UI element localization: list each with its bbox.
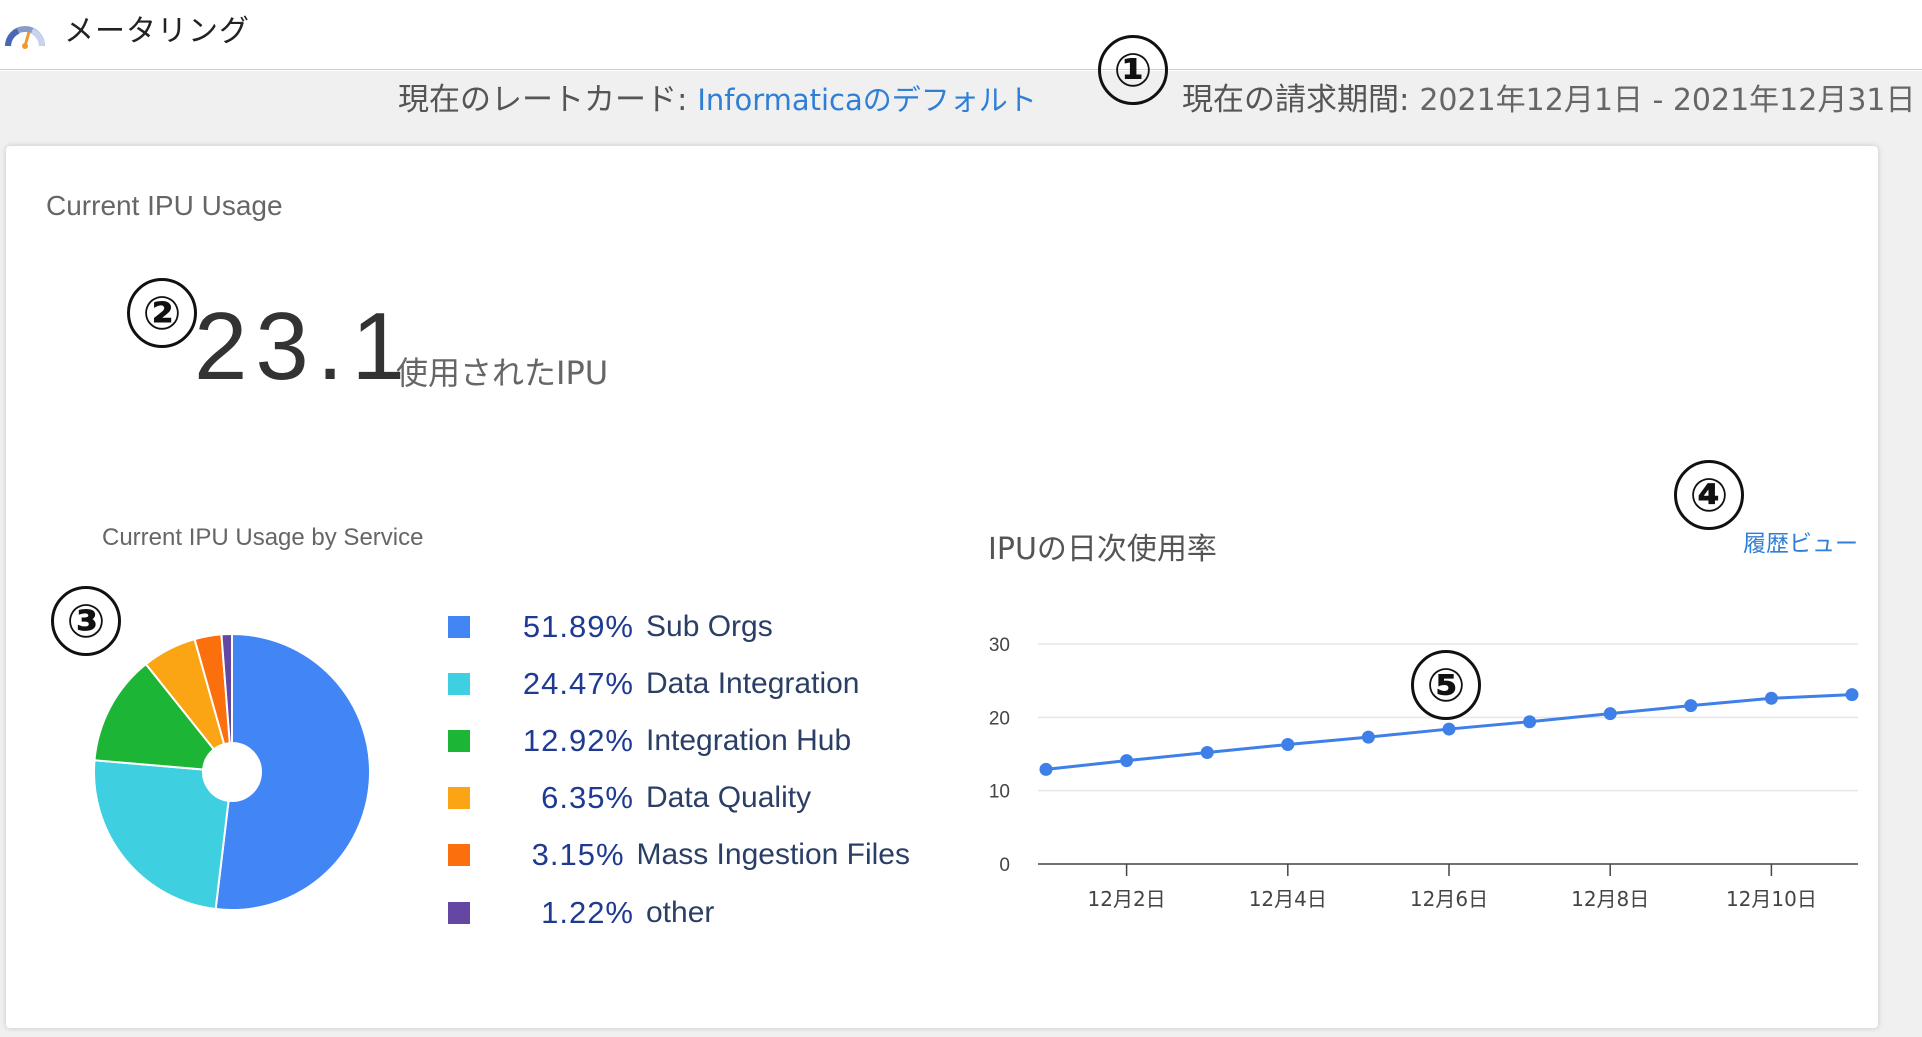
legend-item: 3.15% Mass Ingestion Files [440,827,910,884]
legend-label: Data Integration [646,666,860,700]
y-tick-label: 0 [999,855,1010,876]
y-tick-label: 10 [989,782,1010,803]
ratecard-link[interactable]: Informaticaのデフォルト [697,83,1037,117]
data-point[interactable] [1684,699,1698,713]
x-tick-label: 12月8日 [1571,887,1649,911]
legend-swatch [448,729,470,752]
legend-item: 12.92% Integration Hub [440,712,910,769]
metering-card: Current IPU Usage ② 23.1 使用されたIPU Curren… [6,146,1878,1028]
data-point[interactable] [1120,754,1134,768]
legend-percent: 3.15% [531,837,625,873]
line-chart-heading: IPUの日次使用率 [988,532,1217,567]
pie-slice-5[interactable] [220,632,233,745]
top-bar: メータリング [0,0,1922,70]
callout-5: ⑤ [1411,650,1481,720]
legend-item: 6.35% Data Quality [440,770,910,827]
x-tick-label: 12月10日 [1726,887,1817,911]
legend-item: 24.47% Data Integration [440,655,910,712]
legend-percent: 51.89% [522,608,634,644]
pie-slice-2[interactable] [93,662,216,771]
legend-swatch [448,844,470,867]
legend-label: Integration Hub [646,723,852,757]
legend-swatch [448,615,470,638]
x-tick-label: 12月4日 [1249,887,1327,911]
pie-slice-0[interactable] [214,632,371,911]
callout-4: ④ [1674,460,1744,530]
legend-percent: 12.92% [522,722,634,758]
billing-period-value: 2021年12月1日 - 2021年12月31日 [1419,83,1916,118]
usage-unit: 使用されたIPU [396,354,609,392]
data-point[interactable] [1845,688,1859,702]
legend-label: other [646,895,715,929]
app-title: メータリング [64,14,250,49]
legend-percent: 6.35% [541,780,634,816]
data-point[interactable] [1523,715,1537,729]
legend-percent: 1.22% [541,894,634,930]
legend-swatch [448,672,470,695]
data-point[interactable] [1764,691,1778,705]
data-point[interactable] [1281,737,1295,751]
legend-label: Sub Orgs [646,609,773,643]
legend-percent: 24.47% [522,665,634,701]
data-point[interactable] [1039,762,1053,776]
billing-period-info: 現在の請求期間: 2021年12月1日 - 2021年12月31日 [1182,74,1916,118]
usage-value: 23.1 [194,293,413,400]
service-pie-chart[interactable] [92,632,372,912]
x-tick-label: 12月6日 [1410,887,1488,911]
legend-label: Mass Ingestion Files [636,838,910,872]
y-tick-label: 20 [989,708,1010,729]
data-point[interactable] [1200,746,1214,760]
y-tick-label: 30 [989,635,1010,656]
gauge-icon [5,26,45,49]
legend-label: Data Quality [646,781,812,815]
legend-swatch [448,787,470,810]
data-point[interactable] [1361,730,1375,744]
ratecard-label: 現在のレートカード: [398,82,698,118]
legend-item: 51.89% Sub Orgs [440,598,910,655]
data-point[interactable] [1603,707,1617,721]
pie-chart-heading: Current IPU Usage by Service [102,524,424,551]
usage-heading: Current IPU Usage [46,190,283,221]
legend-item: 1.22% other [440,884,910,941]
x-tick-label: 12月2日 [1088,887,1166,911]
data-point[interactable] [1442,722,1456,736]
legend-swatch [448,901,470,924]
callout-3: ③ [51,586,121,656]
pie-legend: 51.89% Sub Orgs 24.47% Data Integration 12.9… [440,598,910,941]
callout-1: ① [1098,35,1168,105]
history-view-link[interactable]: 履歴ビュー [1743,531,1858,557]
billing-label: 現在の請求期間: [1182,82,1420,118]
pie-slice-1[interactable] [93,759,230,911]
callout-2: ② [127,278,197,348]
ratecard-info: 現在のレートカード: Informaticaのデフォルト [398,74,1037,118]
